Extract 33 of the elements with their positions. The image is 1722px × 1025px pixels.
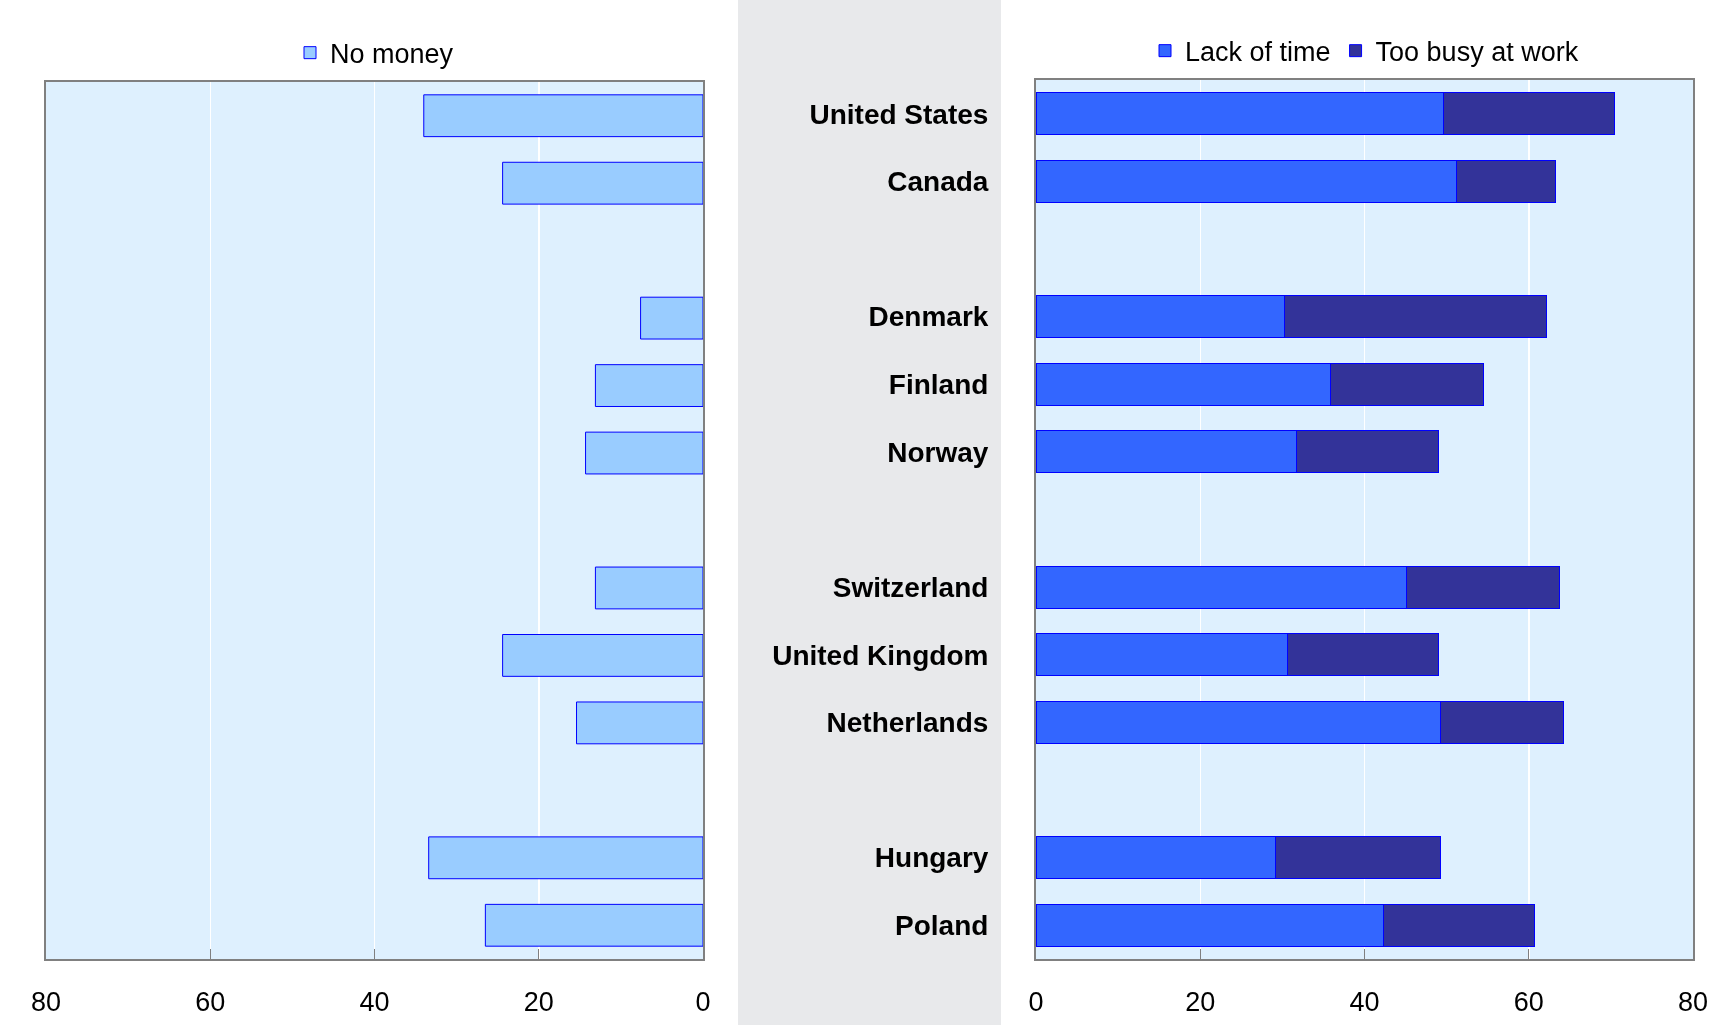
legend-label: Too busy at work [1375,37,1579,68]
x-tick-label: 40 [1349,987,1380,1018]
bar [428,836,703,880]
x-tick-label: 40 [359,987,390,1018]
y-tick-label: Hungary [874,842,989,874]
x-tick-label: 60 [1513,987,1544,1018]
bar [640,296,703,340]
x-tick-label: 60 [195,987,226,1018]
x-tick-label: 80 [1677,987,1709,1018]
bar [502,161,703,205]
x-tick-label: 20 [1185,987,1216,1018]
legend-label: Lack of time [1185,37,1331,68]
y-tick-label: Switzerland [832,571,989,603]
y-tick-label: Poland [895,909,989,941]
bar [484,903,703,947]
y-tick-label: Netherlands [826,707,989,739]
bar [585,431,703,475]
y-tick-label: Norway [887,436,989,468]
x-tick-label: 0 [1028,987,1044,1018]
x-tick-label: 20 [523,987,554,1018]
y-tick-label: United States [809,98,989,130]
bar [576,701,703,745]
y-tick-label: Finland [888,369,989,401]
x-tick-label: 0 [695,987,711,1018]
bar [502,634,703,677]
y-tick-label: Denmark [868,301,989,333]
x-tick-label: 80 [30,987,62,1018]
y-tick-label: United Kingdom [772,639,989,671]
legend-label: No money [330,39,454,70]
y-tick-label: Canada [887,166,989,198]
bar [594,364,703,407]
bar [594,566,703,610]
bar [423,94,703,138]
